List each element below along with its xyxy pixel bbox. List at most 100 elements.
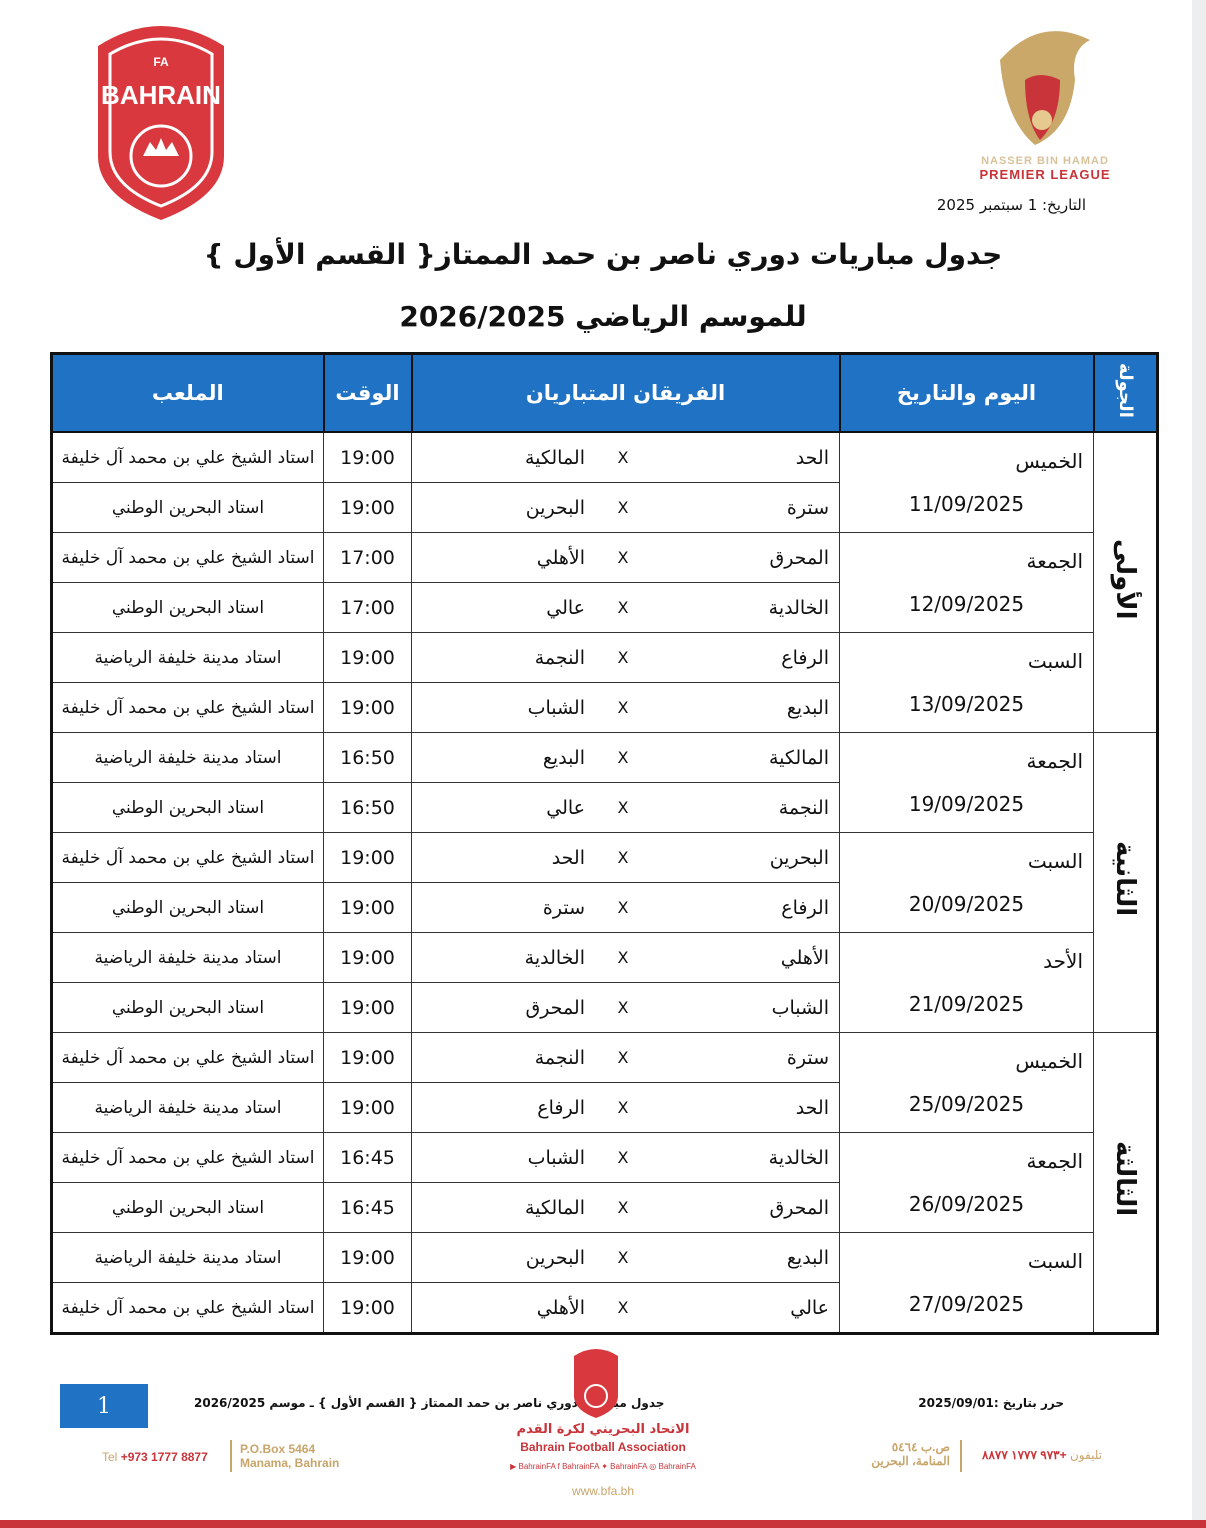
teams-cell: الحد X المالكية bbox=[411, 431, 840, 483]
match-date: 21/09/2025 bbox=[908, 992, 1025, 1016]
home-team: البحرين bbox=[769, 846, 829, 869]
stadium: استاد الشيخ علي بن محمد آل خليفة bbox=[51, 682, 324, 733]
teams-cell: سترة X البحرين bbox=[411, 482, 840, 533]
round-name: الثالثة bbox=[1110, 1141, 1140, 1217]
stadium: استاد الشيخ علي بن محمد آل خليفة bbox=[51, 1132, 324, 1183]
versus-separator: X bbox=[617, 548, 629, 567]
teams: البديع X البحرين bbox=[412, 1233, 839, 1282]
table-row: الأولى الخميس 11/09/2025 الحد X المالكية 19:00… bbox=[51, 431, 1158, 733]
svg-text:FA: FA bbox=[153, 55, 169, 69]
table-row: الأحد 21/09/2025 الأهلي X الخالدية 19:00 استاد… bbox=[51, 932, 1158, 1033]
teams-cell: الشباب X المحرق bbox=[411, 982, 840, 1033]
social-links: ▶ BahrainFA f BahrainFA ✦ BahrainFA ◎ Ba… bbox=[510, 1462, 696, 1471]
table-row: البديع X الشباب 19:00 استاد الشيخ علي بن محم… bbox=[51, 682, 1158, 733]
versus-separator: X bbox=[617, 1198, 629, 1217]
svg-text:BAHRAIN: BAHRAIN bbox=[101, 80, 221, 110]
match-time: 19:00 bbox=[323, 882, 412, 933]
match-time: 16:50 bbox=[323, 732, 412, 783]
match-time: 19:00 bbox=[323, 1282, 412, 1334]
away-team: البديع bbox=[542, 746, 585, 769]
teams: البحرين X الحد bbox=[412, 833, 839, 882]
teams: البديع X الشباب bbox=[412, 683, 839, 732]
city: Manama, Bahrain bbox=[240, 1456, 340, 1470]
teams-cell: النجمة X عالي bbox=[411, 782, 840, 833]
versus-separator: X bbox=[617, 898, 629, 917]
teams-cell: البحرين X الحد bbox=[411, 832, 840, 883]
teams-cell: الخالدية X الشباب bbox=[411, 1132, 840, 1183]
round-cell: الأولى bbox=[1093, 431, 1158, 733]
divider bbox=[960, 1440, 962, 1472]
po-box: P.O.Box 5464 bbox=[240, 1442, 316, 1456]
away-team: الحد bbox=[551, 846, 585, 869]
match-time: 19:00 bbox=[323, 1232, 412, 1283]
match-time: 19:00 bbox=[323, 832, 412, 883]
home-team: سترة bbox=[786, 496, 829, 519]
away-team: الشباب bbox=[527, 1146, 585, 1169]
home-team: البديع bbox=[786, 696, 829, 719]
match-time: 19:00 bbox=[323, 482, 412, 533]
footer-doc-title: جدول مباريات دوري ناصر بن حمد الممتاز { … bbox=[194, 1396, 665, 1410]
table-row: عالي X الأهلي 19:00 استاد الشيخ علي بن محمد … bbox=[51, 1282, 1158, 1334]
day-name: الجمعة bbox=[1026, 749, 1084, 773]
teams: المحرق X المالكية bbox=[412, 1183, 839, 1232]
stadium: استاد مدينة خليفة الرياضية bbox=[51, 932, 324, 983]
teams: الخالدية X الشباب bbox=[412, 1133, 839, 1182]
stadium: استاد الشيخ علي بن محمد آل خليفة bbox=[51, 1032, 324, 1083]
column-header-teams: الفريقان المتباريان bbox=[410, 352, 841, 433]
day-name: الأحد bbox=[1043, 949, 1083, 973]
page-title: جدول مباريات دوري ناصر بن حمد الممتاز{ ا… bbox=[203, 238, 1003, 271]
column-header-round: الجولة bbox=[1092, 352, 1159, 433]
po-box-arabic: ص.ب ٥٤٦٤ bbox=[891, 1440, 950, 1454]
bottom-bar bbox=[0, 1520, 1206, 1528]
org-name-english: Bahrain Football Association bbox=[520, 1440, 686, 1454]
stadium: استاد البحرين الوطني bbox=[51, 782, 324, 833]
teams: المالكية X البديع bbox=[412, 733, 839, 782]
day-date-cell: الأحد 21/09/2025 bbox=[839, 932, 1094, 1033]
match-time: 19:00 bbox=[323, 1032, 412, 1083]
away-team: الرفاع bbox=[537, 1096, 585, 1119]
away-team: عالي bbox=[546, 596, 585, 619]
home-team: الحد bbox=[795, 1096, 829, 1119]
match-time: 19:00 bbox=[323, 682, 412, 733]
match-time: 16:45 bbox=[323, 1182, 412, 1233]
teams-cell: سترة X النجمة bbox=[411, 1032, 840, 1083]
stadium: استاد البحرين الوطني bbox=[51, 582, 324, 633]
teams-cell: الرفاع X سترة bbox=[411, 882, 840, 933]
home-team: الأهلي bbox=[780, 946, 829, 969]
teams: الأهلي X الخالدية bbox=[412, 933, 839, 982]
round-name: الثانية bbox=[1110, 841, 1140, 917]
stadium: استاد البحرين الوطني bbox=[51, 482, 324, 533]
tel-number-arabic: +٩٧٣ ١٧٧٧ ٨٨٧٧ bbox=[982, 1448, 1067, 1462]
home-team: الحد bbox=[795, 446, 829, 469]
table-row: النجمة X عالي 16:50 استاد البحرين الوطني bbox=[51, 782, 1158, 833]
table-row: الحد X الرفاع 19:00 استاد مدينة خليفة الرياض… bbox=[51, 1082, 1158, 1133]
versus-separator: X bbox=[617, 698, 629, 717]
home-team: الرفاع bbox=[781, 896, 829, 919]
teams: المحرق X الأهلي bbox=[412, 533, 839, 582]
teams: النجمة X عالي bbox=[412, 783, 839, 832]
day-name: الجمعة bbox=[1026, 549, 1084, 573]
page-edge bbox=[1192, 0, 1206, 1528]
teams-cell: المحرق X الأهلي bbox=[411, 532, 840, 583]
premier-league-logo bbox=[1000, 31, 1090, 146]
website-link[interactable]: www.bfa.bh bbox=[571, 1484, 635, 1498]
table-row: السبت 13/09/2025 الرفاع X النجمة 19:00 استاد م… bbox=[51, 632, 1158, 733]
match-date: 11/09/2025 bbox=[908, 492, 1025, 516]
table-row: سترة X البحرين 19:00 استاد البحرين الوطني bbox=[51, 482, 1158, 533]
league-name-line2: PREMIER LEAGUE bbox=[979, 167, 1111, 182]
match-time: 19:00 bbox=[323, 932, 412, 983]
teams-cell: البديع X البحرين bbox=[411, 1232, 840, 1283]
versus-separator: X bbox=[617, 948, 629, 967]
league-name-line1: NASSER BIN HAMAD bbox=[981, 155, 1109, 167]
away-team: البحرين bbox=[525, 496, 585, 519]
day-date-cell: الخميس 11/09/2025 bbox=[839, 431, 1094, 533]
away-team: المالكية bbox=[524, 1196, 585, 1219]
bfa-footer-logo bbox=[574, 1349, 618, 1418]
versus-separator: X bbox=[617, 1048, 629, 1067]
versus-separator: X bbox=[617, 648, 629, 667]
match-time: 19:00 bbox=[323, 632, 412, 683]
versus-separator: X bbox=[617, 1298, 629, 1317]
match-time: 17:00 bbox=[323, 532, 412, 583]
table-row: السبت 20/09/2025 البحرين X الحد 19:00 استاد ال… bbox=[51, 832, 1158, 933]
org-name-arabic: الاتحاد البحريني لكرة القدم bbox=[516, 1422, 690, 1437]
